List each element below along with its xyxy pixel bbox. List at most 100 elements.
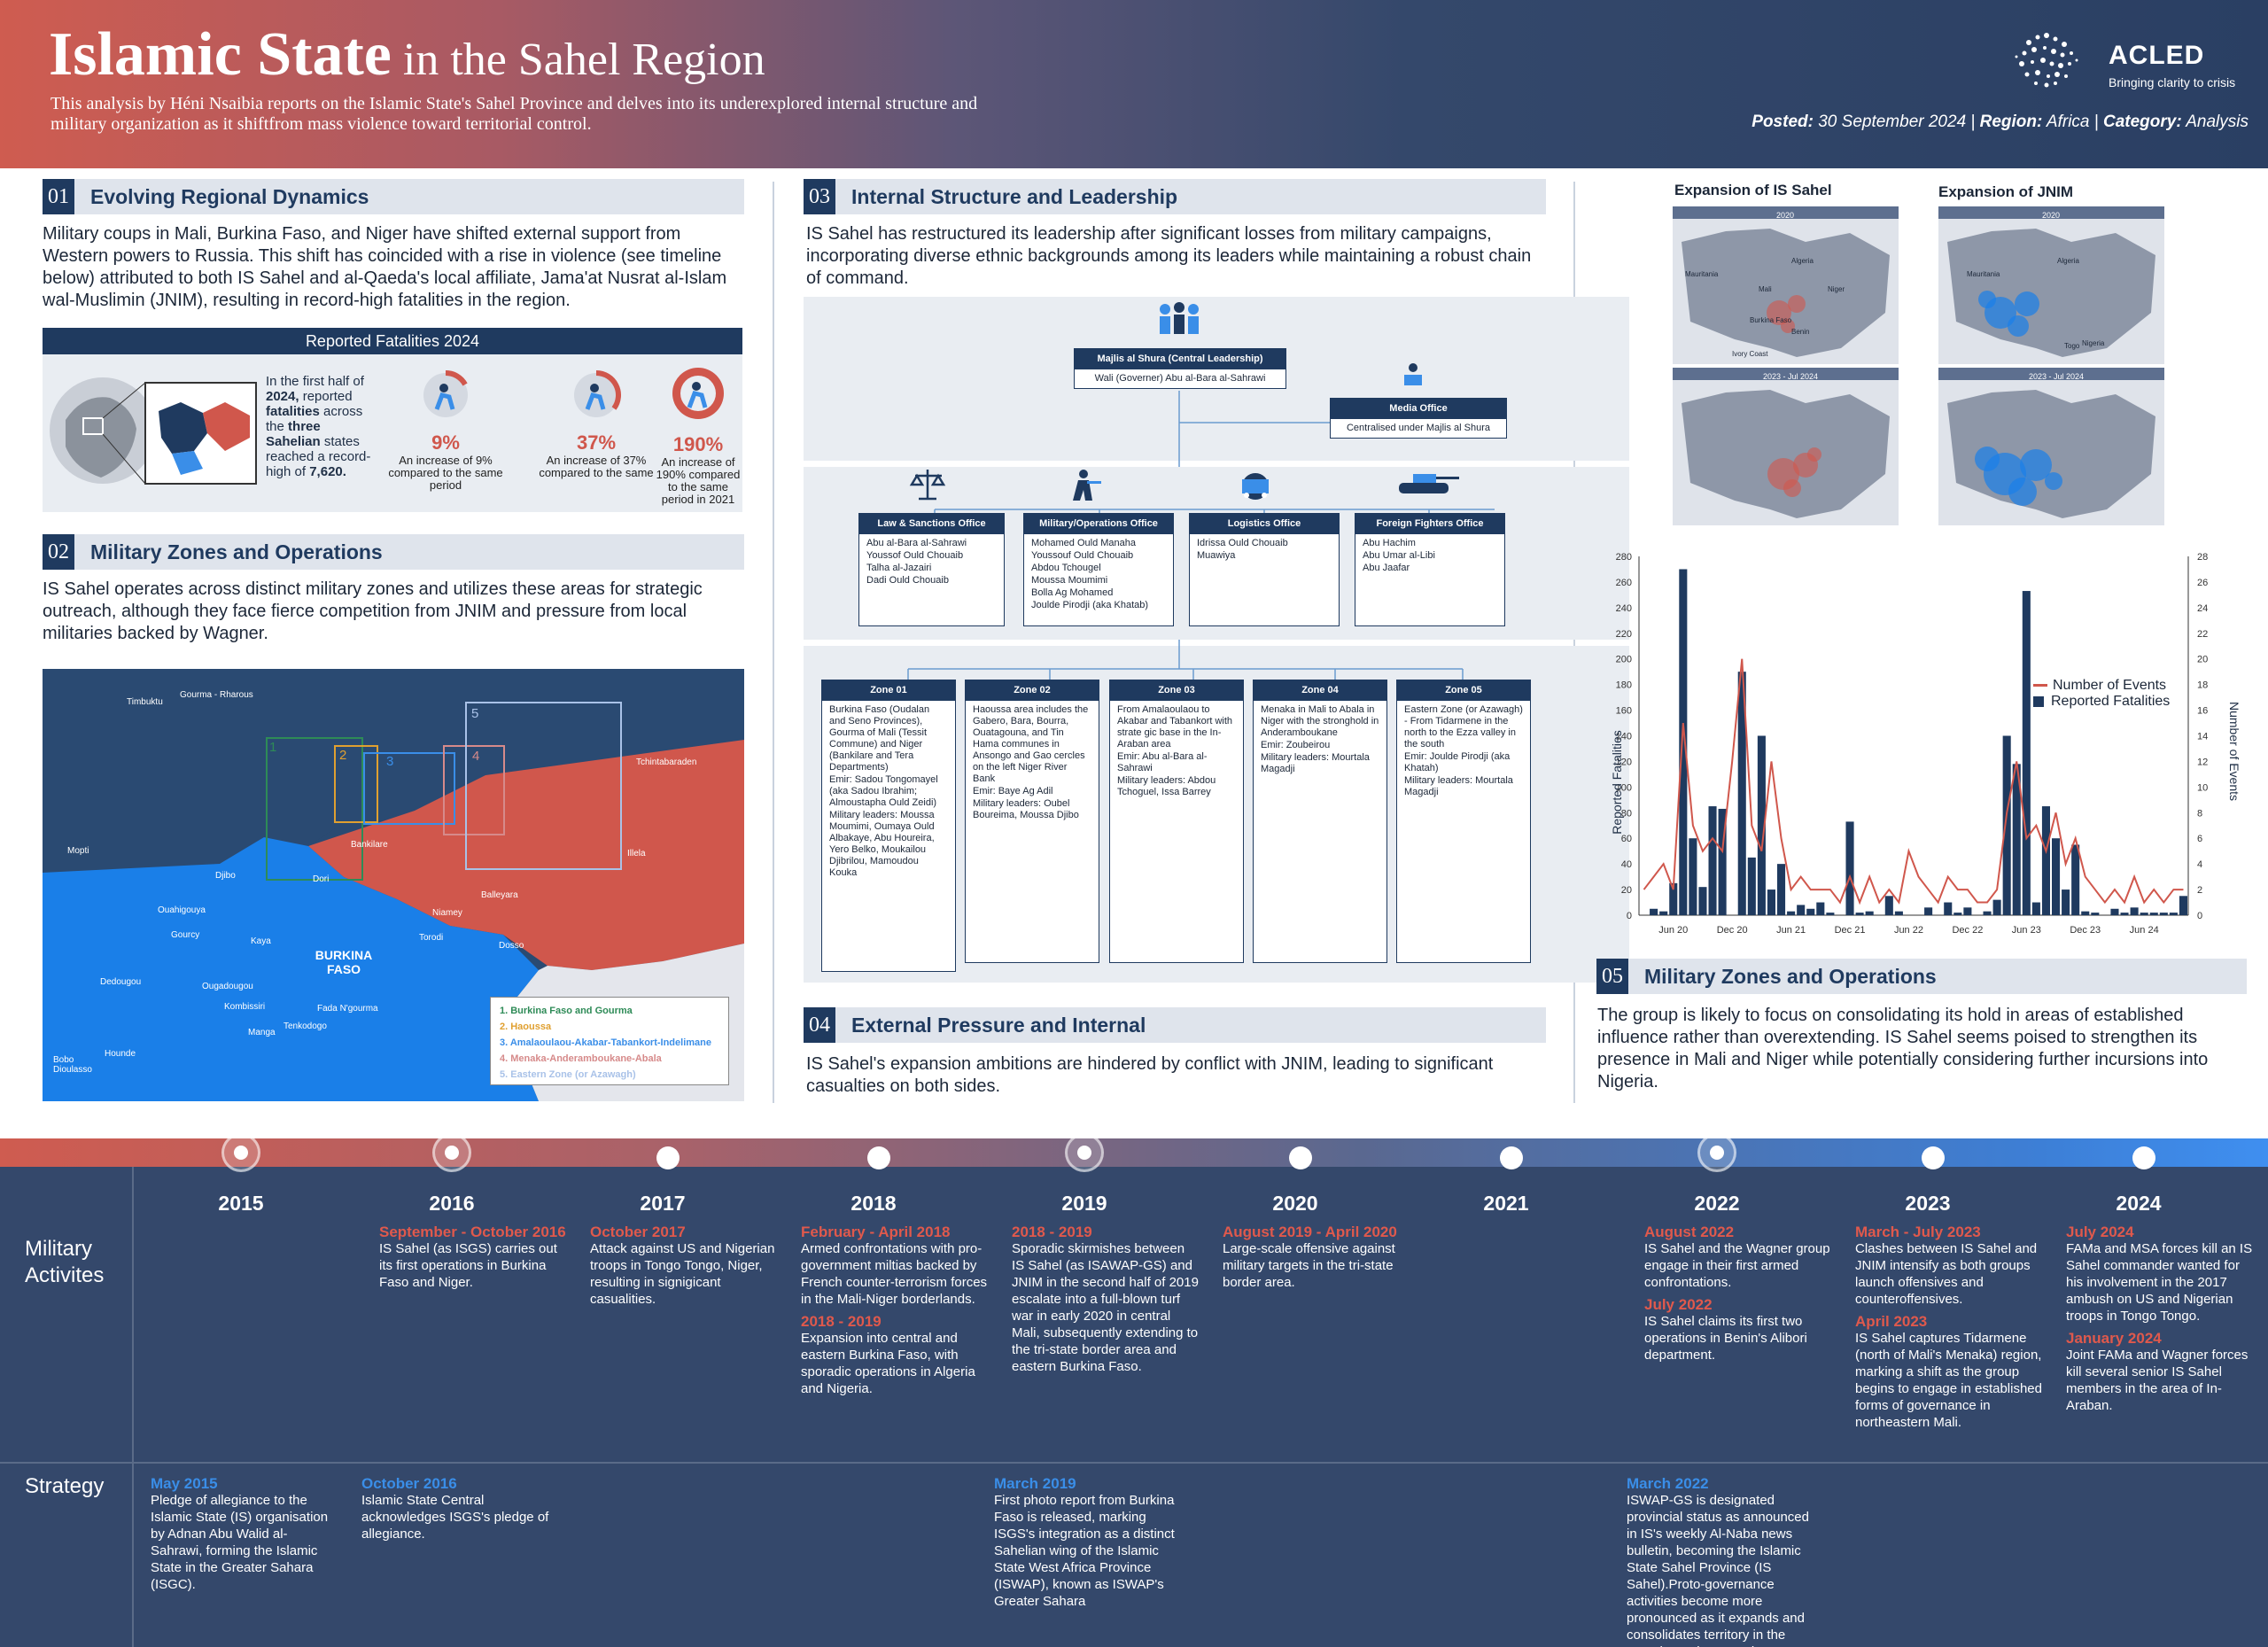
stat-190: 190% An increase of 190% compared to the… [654, 365, 742, 506]
x-tick-label: Jun 24 [2130, 925, 2159, 936]
timeline-year: 2020 [1272, 1192, 1318, 1215]
zone-box: Zone 05 Eastern Zone (or Azawagh) - From… [1396, 680, 1531, 963]
fatalities-bar [1747, 857, 1756, 915]
y2-tick-label: 24 [2197, 603, 2208, 614]
section-title: Internal Structure and Leadership [851, 184, 1178, 208]
header-banner: Islamic State in the Sahel Region This a… [0, 0, 2268, 168]
y-tick-label: 140 [1616, 732, 1632, 742]
fatalities-bar [2091, 913, 2100, 915]
y2-tick-label: 26 [2197, 578, 2208, 588]
office-box: Foreign Fighters Office Abu Hachim Abu Um… [1355, 513, 1505, 626]
y2-tick-label: 10 [2197, 782, 2208, 793]
military-zones-map: 1 2 3 4 5 Timbuktu Gourma - Rharous Tchi… [43, 669, 744, 1101]
y2-tick-label: 0 [2197, 911, 2202, 921]
section-05-heading: 05 Military Zones and Operations [1596, 959, 2247, 994]
timeline-dot[interactable] [1500, 1146, 1523, 1169]
x-tick-label: Jun 23 [2012, 925, 2041, 936]
timeline-dot[interactable] [1697, 1133, 1736, 1172]
zones-legend: 1. Burkina Faso and Gourma 2. Haoussa 3.… [490, 997, 729, 1085]
fatalities-bar [2041, 806, 2050, 915]
legend-events: Number of Events [2033, 678, 2170, 694]
y2-tick-label: 12 [2197, 757, 2208, 767]
strategy-event: March 2019 First photo report from Burkin… [994, 1475, 1175, 1609]
row-label-strategy: Strategy [25, 1474, 105, 1498]
military-event: March - July 2023 Clashes between IS Sahe… [1855, 1224, 2042, 1430]
x-tick-label: Jun 22 [1894, 925, 1923, 936]
chart-legend: Number of Events Reported Fatalities [2033, 678, 2170, 710]
stat-37: 37% An increase of 37% compared to the s… [534, 370, 658, 479]
fatalities-bar [1953, 913, 1962, 915]
timeline-year: 2019 [1061, 1192, 1107, 1215]
page-subtitle: This analysis by Héni Nsaibia reports on… [50, 94, 978, 134]
fatalities-bar [2140, 913, 2148, 915]
fatalities-bar [1963, 907, 1972, 915]
office-box: Logistics Office Idrissa Ould Chouaib Mua… [1189, 513, 1340, 626]
fatalities-bar [1787, 911, 1796, 915]
chart-y2label: Number of Events [2227, 701, 2241, 802]
legend-item: 2. Haoussa [500, 1022, 552, 1032]
x-tick-label: Jun 21 [1776, 925, 1806, 936]
section-number: 03 [804, 179, 835, 214]
section-title: Military Zones and Operations [1644, 964, 1937, 988]
strategy-event: October 2016 Islamic State Central acknow… [361, 1475, 549, 1542]
zone-box: Zone 02 Haoussa area includes the Gabero… [965, 680, 1099, 963]
section-number: 05 [1596, 959, 1628, 994]
fatalities-bar [2071, 844, 2080, 915]
logo-name: ACLED [2109, 41, 2205, 70]
section-01-heading: 01 Evolving Regional Dynamics [43, 179, 744, 214]
page-title: Islamic State in the Sahel Region [49, 20, 765, 89]
strategy-event: May 2015 Pledge of allegiance to the Isla… [151, 1475, 329, 1592]
timeline-year: 2017 [640, 1192, 686, 1215]
fatalities-bar [2110, 908, 2119, 915]
military-event: July 2024 FAMa and MSA forces kill an IS … [2066, 1224, 2253, 1413]
military-event: September - October 2016 IS Sahel (as ISG… [379, 1224, 566, 1290]
timeline-strip [0, 1138, 2268, 1167]
strategy-event: March 2022 ISWAP-GS is designated provinc… [1627, 1475, 1809, 1647]
timeline-dot[interactable] [2132, 1146, 2155, 1169]
fatalities-bar [1689, 838, 1697, 915]
y2-tick-label: 22 [2197, 629, 2208, 640]
fatalities-bar [1669, 882, 1678, 915]
timeline-year: 2023 [1905, 1192, 1951, 1215]
org-connectors [907, 302, 1495, 680]
timeline-dot[interactable] [867, 1146, 890, 1169]
fatalities-bar [1757, 735, 1766, 915]
logistics-icon [1242, 473, 1269, 500]
section-title: Evolving Regional Dynamics [90, 184, 369, 208]
timeline-year: 2021 [1483, 1192, 1529, 1215]
section-02-heading: 02 Military Zones and Operations [43, 534, 744, 570]
fatalities-bar [2002, 735, 2011, 915]
section-02-text: IS Sahel operates across distinct milita… [43, 579, 703, 643]
fatalities-bar [2062, 890, 2070, 915]
fatalities-bar [1737, 672, 1746, 915]
acled-logo[interactable]: ACLED Bringing clarity to crisis [2002, 25, 2259, 96]
x-tick-label: Dec 23 [2070, 925, 2101, 936]
y2-tick-label: 8 [2197, 808, 2202, 819]
timeline-dot[interactable] [1922, 1146, 1945, 1169]
military-event: 2018 - 2019 Sporadic skirmishes between I… [1012, 1224, 1199, 1374]
y-tick-label: 280 [1616, 552, 1632, 563]
y-tick-label: 260 [1616, 578, 1632, 588]
fatalities-bar [2022, 591, 2031, 915]
timeline-dot[interactable] [221, 1133, 260, 1172]
timeline-dot[interactable] [1065, 1133, 1104, 1172]
timeline-year: 2015 [218, 1192, 264, 1215]
section-number: 01 [43, 179, 74, 214]
timeline-year: 2018 [850, 1192, 897, 1215]
y2-tick-label: 28 [2197, 552, 2208, 563]
fatalities-bar [1826, 913, 1835, 915]
logo-tagline: Bringing clarity to crisis [2109, 75, 2236, 89]
y2-tick-label: 4 [2197, 859, 2202, 870]
y-tick-label: 20 [1621, 885, 1632, 896]
fatalities-summary: In the first half of 2024, reported fata… [266, 374, 371, 479]
fatalities-bar [2130, 907, 2139, 915]
timeline-dot[interactable] [656, 1146, 680, 1169]
y-tick-label: 80 [1621, 808, 1632, 819]
fatalities-bar [1797, 905, 1806, 915]
section-03-text: IS Sahel has restructured its leadership… [806, 224, 1532, 288]
timeline-dot[interactable] [432, 1133, 471, 1172]
shura-box: Majlis al Shura (Central Leadership) Wal… [1074, 348, 1286, 389]
timeline-dot[interactable] [1289, 1146, 1312, 1169]
section-05-text: The group is likely to focus on consolid… [1597, 1006, 2209, 1092]
fatalities-bar [1767, 890, 1775, 915]
